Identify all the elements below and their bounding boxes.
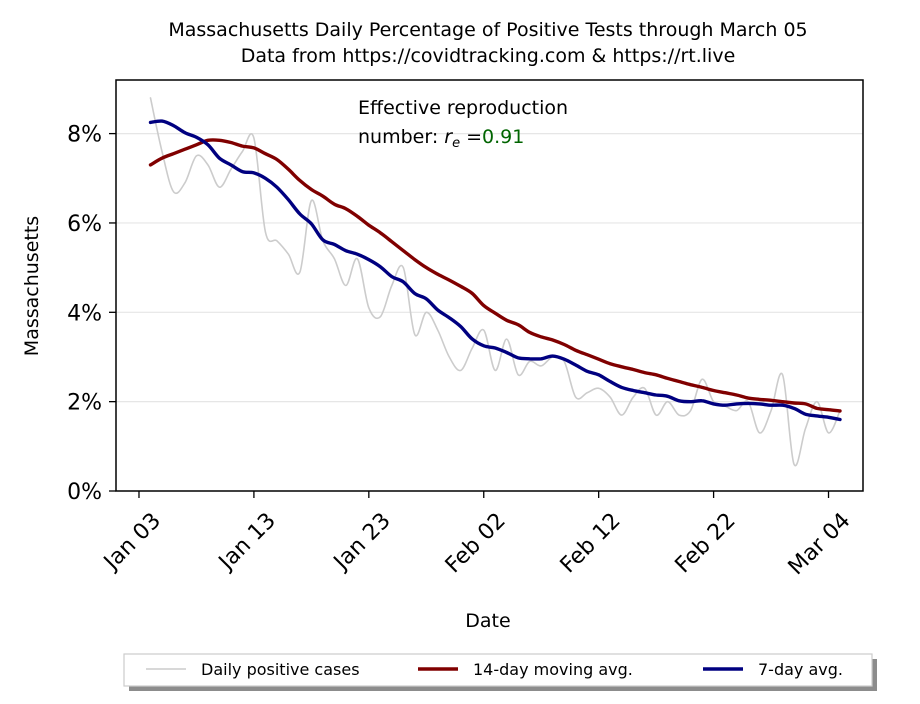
x-tick-label: Mar 04 — [784, 508, 856, 580]
annotation-equals: = — [460, 126, 482, 148]
y-tick-label: 2% — [67, 391, 102, 416]
plot-background — [116, 80, 863, 491]
annotation-line2: number: re =0.91 — [358, 126, 524, 151]
legend-label: 7-day avg. — [758, 660, 843, 679]
chart-title: Massachusetts Daily Percentage of Positi… — [168, 19, 807, 41]
annotation-value: 0.91 — [482, 126, 524, 148]
plot-frame — [115, 79, 864, 492]
y-tick-label: 8% — [67, 123, 102, 148]
annotation-line1: Effective reproduction — [358, 97, 568, 119]
y-tick-label: 4% — [67, 301, 102, 326]
x-tick-label: Jan 03 — [98, 508, 166, 576]
x-axis: Jan 03 Jan 13 Jan 23 Feb 02 Feb 12 Feb 22 Mar … — [98, 491, 856, 580]
series-lines — [148, 97, 842, 467]
rt-annotation: Effective reproduction number: re =0.91 — [358, 97, 568, 151]
x-tick-label: Feb 12 — [556, 508, 626, 578]
annotation-symbol: r — [444, 126, 453, 148]
chart-subtitle: Data from https://covidtracking.com & ht… — [241, 45, 736, 67]
legend-label: 14-day moving avg. — [473, 660, 633, 679]
y-tick-label: 6% — [67, 212, 102, 237]
x-tick-label: Jan 13 — [213, 508, 281, 576]
x-tick-label: Feb 02 — [441, 508, 511, 578]
x-axis-label: Date — [465, 610, 510, 632]
series-line-14-day-avg — [148, 138, 842, 413]
annotation-subscript: e — [452, 136, 460, 151]
y-axis-label: Massachusetts — [21, 216, 43, 356]
legend-label: Daily positive cases — [201, 660, 360, 679]
x-tick-label: Jan 23 — [328, 508, 396, 576]
legend-box — [123, 653, 873, 687]
legend: Daily positive cases 14-day moving avg. 7-… — [123, 653, 877, 691]
y-tick-label: 0% — [67, 480, 102, 505]
legend-items: Daily positive cases 14-day moving avg. 7-… — [146, 660, 843, 679]
series-line-7-day-avg — [148, 119, 842, 422]
annotation-prefix: number: — [358, 126, 444, 148]
y-axis: 0% 2% 4% 6% 8% — [67, 123, 116, 505]
y-gridlines — [116, 133, 863, 403]
x-tick-label: Feb 22 — [671, 508, 741, 578]
